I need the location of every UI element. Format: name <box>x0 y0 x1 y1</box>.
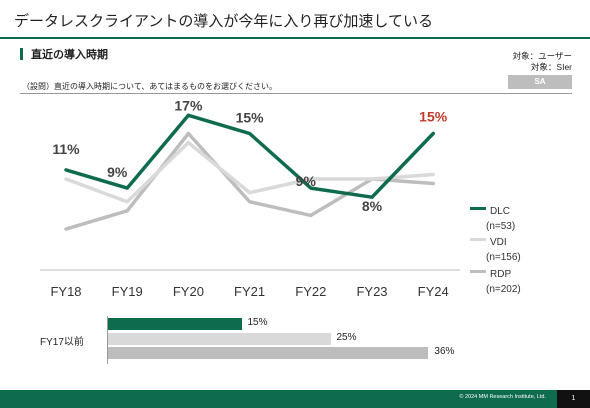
series-dlc-point <box>370 195 374 199</box>
page-title: データレスクライアントの導入が今年に入り再び加速している <box>14 13 433 30</box>
series-vdi-point <box>186 141 190 145</box>
page-number: 1 <box>557 390 590 408</box>
series-dlc-point <box>125 186 129 190</box>
fy17-bar-dlc <box>108 318 242 330</box>
dlc-data-label: 9% <box>107 164 128 180</box>
target-sier: 対象：SIer <box>530 62 572 72</box>
series-rdp-point <box>309 213 313 217</box>
series-rdp-point <box>64 227 68 231</box>
fy17-bar-vdi-label: 25% <box>336 332 357 343</box>
legend-rdp-n: (n=202) <box>486 284 521 295</box>
x-tick-label: FY23 <box>356 284 387 299</box>
series-dlc-point <box>186 113 190 117</box>
legend-dlc-n: (n=53) <box>486 221 516 232</box>
series-dlc-point <box>248 132 252 135</box>
legend-rdp: RDP <box>470 268 511 282</box>
series-vdi-point <box>125 200 129 204</box>
legend-vdi-n: (n=156) <box>486 252 521 263</box>
x-tick-label: FY20 <box>173 284 204 299</box>
x-tick-label: FY19 <box>112 284 143 299</box>
series-dlc-point <box>64 168 68 172</box>
series-rdp-line <box>64 131 435 231</box>
series-rdp-point <box>186 132 190 135</box>
series-vdi-point <box>64 177 68 181</box>
dlc-data-label: 15% <box>419 109 448 125</box>
series-dlc-point <box>309 186 313 190</box>
fy17-category-label: FY17以前 <box>40 337 84 348</box>
series-vdi-point <box>309 177 313 181</box>
question-text: （設問）直近の導入時期について、あてはまるものをお選びください。 <box>22 82 278 91</box>
section-title: 直近の導入時期 <box>31 49 108 61</box>
legend-dlc-name: DLC <box>490 206 511 217</box>
sa-badge: SA <box>508 75 572 89</box>
target-user: 対象：ユーザー <box>512 51 572 61</box>
title-divider <box>0 37 590 39</box>
legend-vdi-name: VDI <box>490 237 507 248</box>
fy17-bar-vdi <box>108 333 331 345</box>
fy17-bar-dlc-label: 15% <box>247 317 268 328</box>
series-dlc-point <box>431 132 435 135</box>
dlc-data-label: 15% <box>236 110 265 126</box>
legend-dlc-swatch <box>470 207 486 210</box>
x-tick-label: FY24 <box>418 284 449 299</box>
x-tick-label: FY22 <box>295 284 326 299</box>
series-rdp-point <box>125 209 129 213</box>
section-heading: 直近の導入時期 <box>20 46 108 62</box>
section-marker <box>20 48 23 60</box>
series-dlc-line <box>64 113 435 199</box>
dlc-data-label: 17% <box>174 97 203 113</box>
fy17-bar-rdp-label: 36% <box>434 346 455 357</box>
series-vdi-point <box>248 191 252 195</box>
series-rdp-point <box>431 182 435 186</box>
x-tick-label: FY21 <box>234 284 265 299</box>
copyright: © 2024 MM Research Institute, Ltd. <box>459 394 546 400</box>
legend-vdi: VDI <box>470 236 507 250</box>
legend-vdi-swatch <box>470 238 486 241</box>
dlc-data-label: 8% <box>362 198 383 214</box>
legend-dlc: DLC <box>470 205 510 219</box>
legend-rdp-name: RDP <box>490 269 512 280</box>
fy17-bar-rdp <box>108 347 429 359</box>
fy17-axis <box>107 316 108 364</box>
dlc-data-label: 9% <box>296 173 317 189</box>
footer-bar <box>0 390 590 408</box>
legend-rdp-swatch <box>470 270 486 273</box>
series-vdi-point <box>431 172 435 176</box>
series-vdi-point <box>370 177 374 181</box>
question-divider <box>20 93 572 94</box>
dlc-data-label: 11% <box>52 141 80 157</box>
x-tick-label: FY18 <box>50 284 81 299</box>
series-rdp-point <box>248 200 252 204</box>
